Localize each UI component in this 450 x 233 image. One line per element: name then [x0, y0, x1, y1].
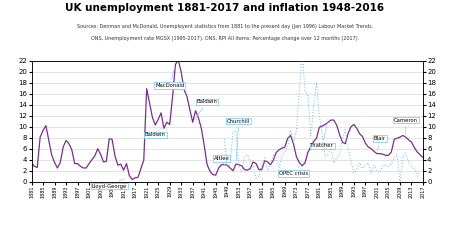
Text: Sources: Denman and McDonald, Unemployent statistics from 1881 to the present da: Sources: Denman and McDonald, Unemployen…	[77, 24, 373, 29]
Text: Cameron: Cameron	[394, 118, 418, 134]
Text: Lloyd-George: Lloyd-George	[92, 179, 127, 189]
Text: Churchill: Churchill	[227, 119, 250, 161]
Text: ONS, Unemployment rate MGSX (1995-2017). ONS, RPI All Items: Percentage change o: ONS, Unemployment rate MGSX (1995-2017).…	[91, 36, 359, 41]
Text: Thatcher: Thatcher	[310, 123, 334, 148]
Text: Baldwin: Baldwin	[145, 128, 166, 137]
Text: UK unemployment 1881-2017 and inflation 1948-2016: UK unemployment 1881-2017 and inflation …	[65, 3, 385, 14]
Text: OPEC crisis: OPEC crisis	[279, 166, 308, 176]
Text: Attlee: Attlee	[214, 156, 230, 165]
Text: Blair: Blair	[374, 136, 386, 151]
Text: MacDonald: MacDonald	[155, 67, 184, 88]
Text: Baldwin: Baldwin	[194, 99, 217, 120]
